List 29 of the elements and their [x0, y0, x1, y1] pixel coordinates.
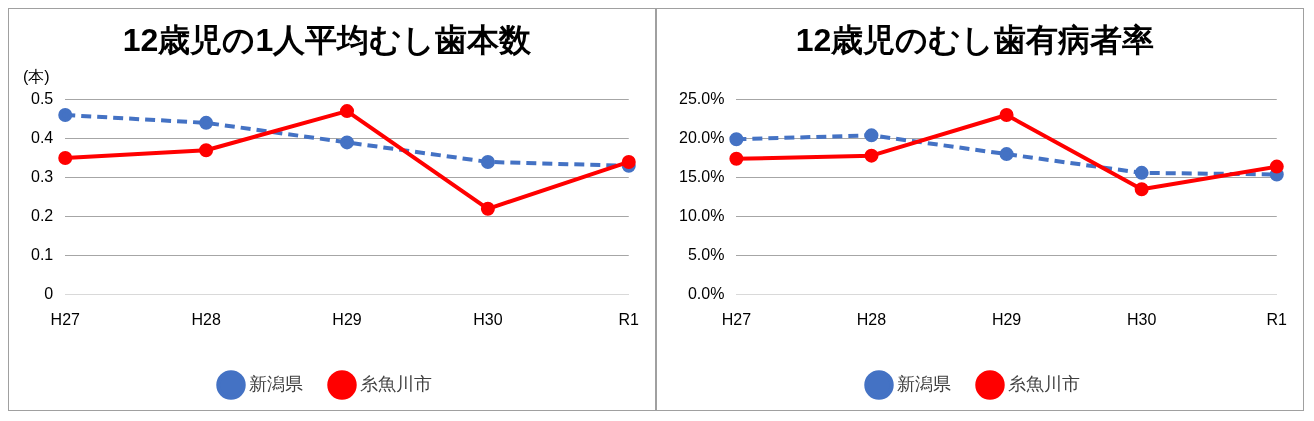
y-tick-label: 0.4	[30, 128, 54, 146]
chart-title: 12歳児のむし歯有病者率	[795, 22, 1155, 59]
y-axis-title: (本)	[23, 67, 50, 85]
x-tick-label: H27	[721, 310, 752, 328]
x-tick-label: R1	[618, 310, 640, 328]
x-tick-label: H28	[856, 310, 887, 328]
x-tick-label: H30	[1126, 310, 1157, 328]
y-tick-label: 0.5	[30, 89, 54, 107]
y-tick-label: 0.0%	[687, 285, 725, 303]
x-tick-label: H29	[332, 310, 362, 328]
legend-label: 糸魚川市	[1008, 373, 1080, 394]
x-tick-label: H27	[50, 310, 81, 328]
y-tick-label: 10.0%	[678, 207, 725, 225]
legend-label: 新潟県	[897, 373, 951, 394]
legend-label: 糸魚川市	[360, 373, 432, 394]
x-tick-label: H28	[191, 310, 221, 328]
y-tick-label: 25.0%	[678, 89, 725, 107]
y-tick-label: 0.1	[30, 246, 54, 264]
x-tick-label: H30	[473, 310, 503, 328]
y-tick-label: 5.0%	[687, 246, 725, 264]
y-tick-label: 0	[44, 285, 54, 303]
x-tick-label: R1	[1266, 310, 1288, 328]
chart-title: 12歳児の1人平均むし歯本数	[122, 22, 533, 59]
y-tick-label: 15.0%	[678, 167, 725, 185]
x-tick-label: H29	[991, 310, 1022, 328]
legend-label: 新潟県	[249, 373, 303, 394]
y-tick-label: 0.3	[30, 167, 54, 185]
y-tick-label: 20.0%	[678, 128, 725, 146]
y-tick-label: 0.2	[30, 207, 54, 225]
